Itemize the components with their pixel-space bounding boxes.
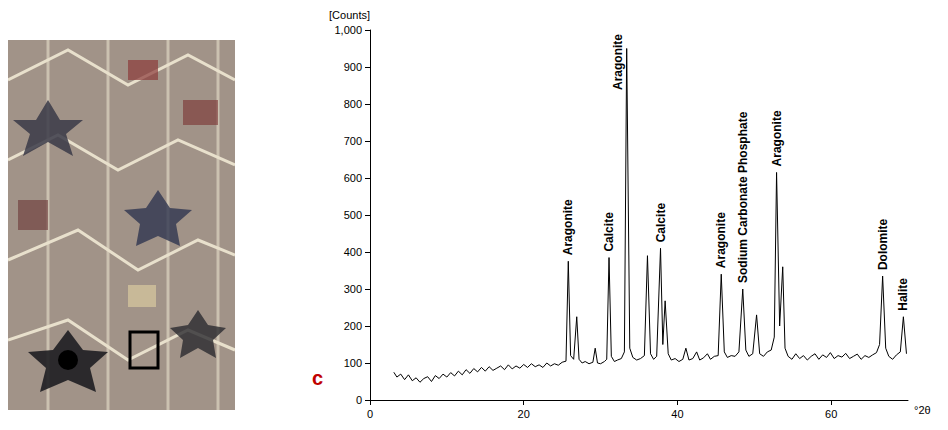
svg-text:c: c bbox=[312, 367, 323, 389]
svg-text:[Counts]: [Counts] bbox=[329, 9, 370, 21]
svg-text:700: 700 bbox=[344, 135, 362, 147]
svg-text:Dolomite: Dolomite bbox=[876, 218, 890, 270]
svg-text:400: 400 bbox=[344, 246, 362, 258]
svg-text:60: 60 bbox=[825, 408, 837, 420]
svg-text:0: 0 bbox=[367, 408, 373, 420]
svg-text:Halite: Halite bbox=[896, 278, 910, 311]
svg-text:900: 900 bbox=[344, 61, 362, 73]
svg-text:Sodium Carbonate Phosphate: Sodium Carbonate Phosphate bbox=[736, 111, 750, 283]
svg-text:0: 0 bbox=[356, 394, 362, 406]
svg-text:Calcite: Calcite bbox=[654, 203, 668, 243]
svg-text:100: 100 bbox=[344, 357, 362, 369]
svg-text:300: 300 bbox=[344, 283, 362, 295]
svg-text:Calcite: Calcite bbox=[602, 212, 616, 252]
svg-text:600: 600 bbox=[344, 172, 362, 184]
svg-text:Aragonite: Aragonite bbox=[561, 199, 575, 255]
svg-text:1,000: 1,000 bbox=[334, 24, 362, 36]
svg-text:Aragonite: Aragonite bbox=[714, 212, 728, 268]
svg-text:°2θ: °2θ bbox=[914, 404, 931, 416]
svg-text:500: 500 bbox=[344, 209, 362, 221]
svg-text:200: 200 bbox=[344, 320, 362, 332]
svg-text:40: 40 bbox=[671, 408, 683, 420]
svg-text:800: 800 bbox=[344, 98, 362, 110]
svg-text:Aragonite: Aragonite bbox=[611, 34, 625, 90]
svg-text:20: 20 bbox=[518, 408, 530, 420]
svg-text:Aragonite: Aragonite bbox=[770, 110, 784, 166]
